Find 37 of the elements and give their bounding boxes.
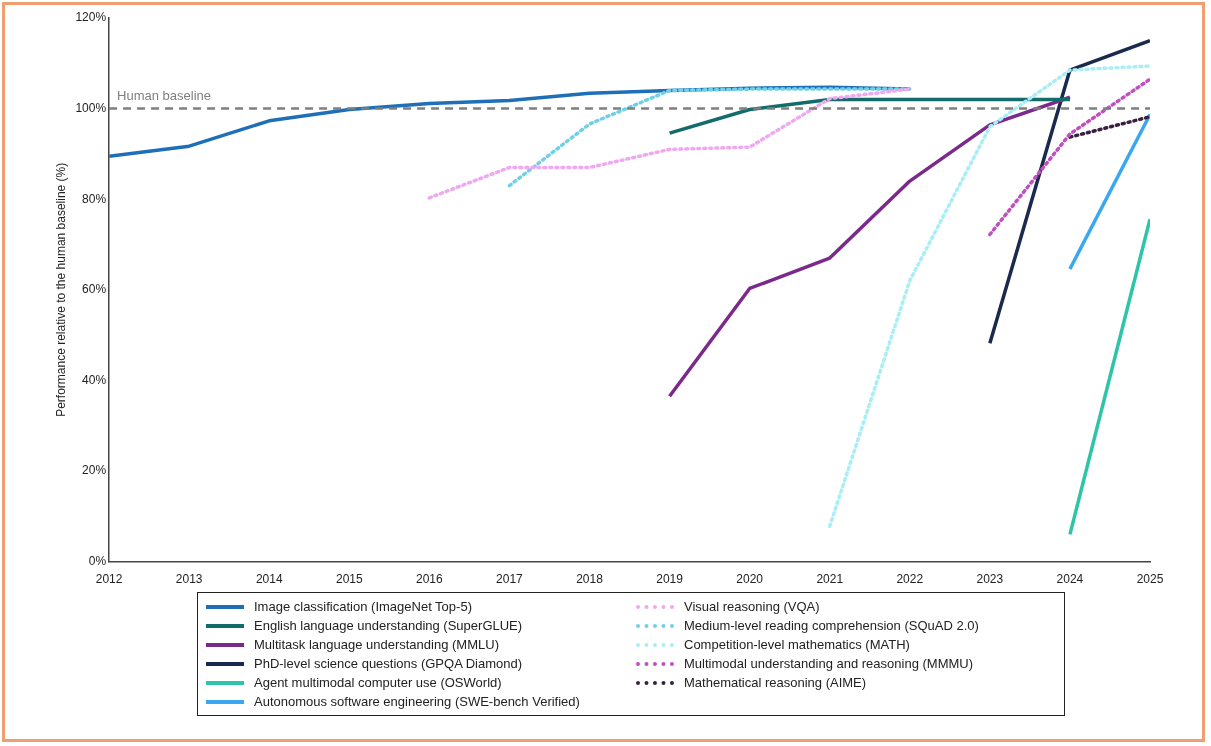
legend-label: Multitask language understanding (MMLU) <box>254 637 499 652</box>
legend-label: PhD-level science questions (GPQA Diamond) <box>254 656 523 671</box>
legend-label: Mathematical reasoning (AIME) <box>684 675 867 690</box>
x-tick-label: 2018 <box>576 572 604 587</box>
y-tick-label: 0% <box>88 553 107 568</box>
x-tick-label: 2024 <box>1056 572 1084 587</box>
y-tick-label: 40% <box>82 372 107 387</box>
legend-label: Agent multimodal computer use (OSWorld) <box>254 675 502 690</box>
x-tick-label: 2015 <box>335 572 363 587</box>
y-tick-label: 60% <box>82 282 107 297</box>
x-tick-label: 2017 <box>496 572 524 587</box>
line-series <box>507 87 912 188</box>
y-tick-label: 80% <box>82 191 107 206</box>
x-tick-label: 2016 <box>416 572 444 587</box>
y-tick-label: 100% <box>75 100 107 115</box>
line-series <box>427 87 912 200</box>
x-tick-label: 2013 <box>175 572 203 587</box>
x-tick-label: 2025 <box>1136 572 1164 587</box>
legend-label: English language understanding (SuperGLUE) <box>254 618 523 633</box>
legend-label: Autonomous software engineering (SWE-bench Verified) <box>254 694 580 709</box>
legend-label: Competition-level mathematics (MATH) <box>684 637 910 652</box>
legend-label: Image classification (ImageNet Top-5) <box>254 599 472 614</box>
x-tick-label: 2022 <box>896 572 924 587</box>
x-tick-label: 2021 <box>816 572 844 587</box>
y-tick-label: 120% <box>75 10 107 25</box>
x-tick-label: 2020 <box>736 572 764 587</box>
legend-label: Medium-level reading comprehension (SQuAD 2.0) <box>684 618 979 633</box>
legend-label: Multimodal understanding and reasoning (MMMU) <box>684 656 974 671</box>
ref-line-label: Human baseline <box>117 87 212 103</box>
line-series <box>827 64 1150 529</box>
x-tick-label: 2019 <box>656 572 684 587</box>
x-tick-label: 2014 <box>255 572 283 587</box>
y-axis-title: Performance relative to the human baseline (%) <box>53 162 68 417</box>
y-tick-label: 20% <box>82 463 107 478</box>
legend-label: Visual reasoning (VQA) <box>684 599 820 614</box>
x-tick-label: 2023 <box>976 572 1004 587</box>
x-tick-label: 2012 <box>95 572 123 587</box>
